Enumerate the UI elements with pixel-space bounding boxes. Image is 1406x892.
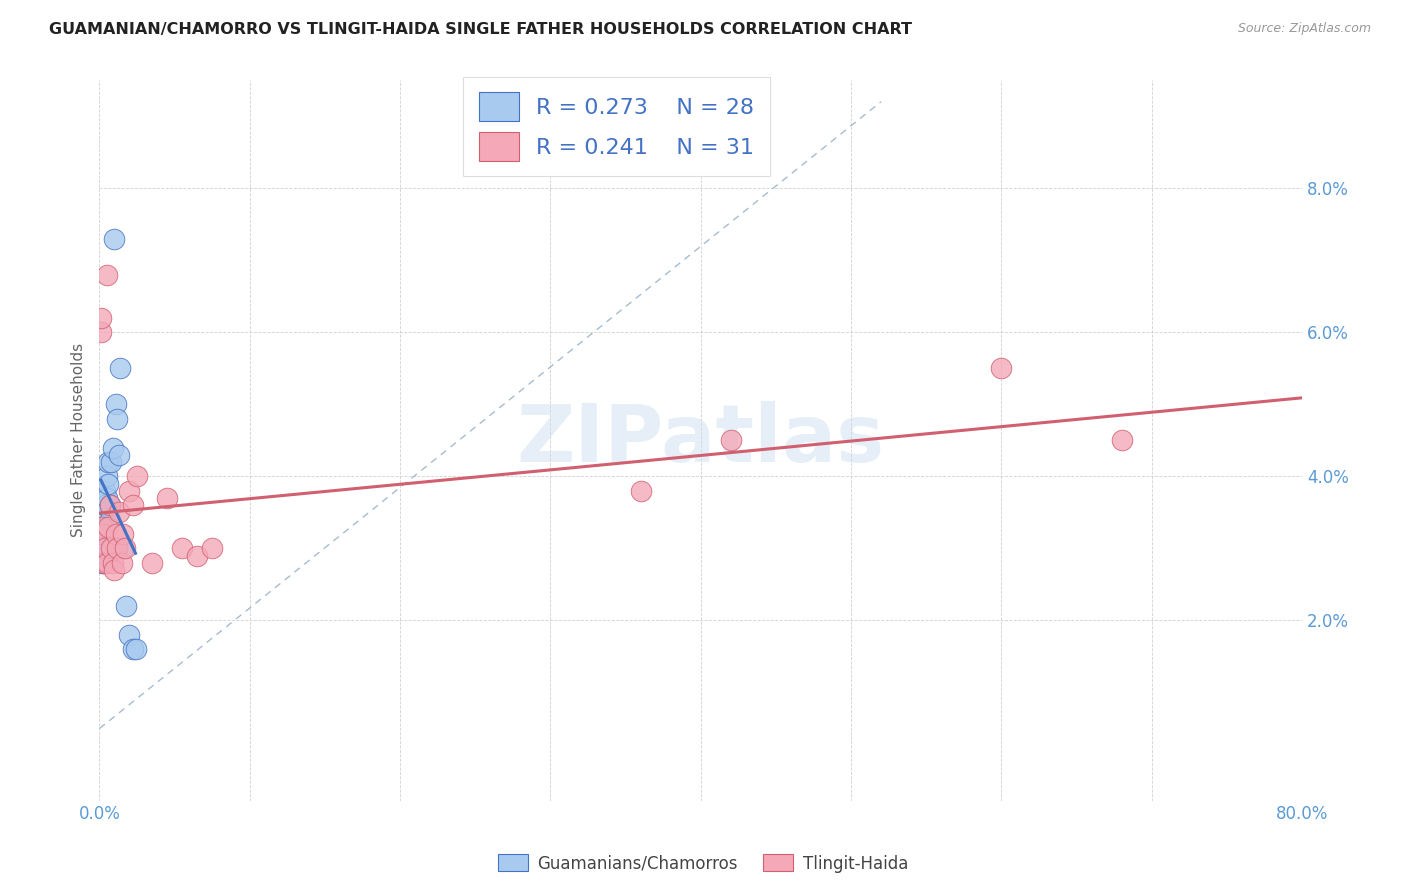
- Point: [112, 541, 135, 556]
- Text: GUAMANIAN/CHAMORRO VS TLINGIT-HAIDA SINGLE FATHER HOUSEHOLDS CORRELATION CHART: GUAMANIAN/CHAMORRO VS TLINGIT-HAIDA SING…: [49, 22, 912, 37]
- Point: [104, 527, 127, 541]
- Point: [94, 498, 117, 512]
- Point: [91, 556, 114, 570]
- Point: [96, 491, 118, 505]
- Point: [118, 628, 141, 642]
- Point: [101, 441, 124, 455]
- Point: [124, 642, 146, 657]
- Point: [91, 520, 114, 534]
- Point: [93, 556, 115, 570]
- Point: [100, 541, 122, 556]
- Legend: Guamanians/Chamorros, Tlingit-Haida: Guamanians/Chamorros, Tlingit-Haida: [491, 847, 915, 880]
- Point: [1111, 434, 1133, 448]
- Point: [93, 527, 115, 541]
- Point: [90, 541, 112, 556]
- Point: [93, 505, 115, 519]
- Point: [156, 491, 179, 505]
- Point: [90, 310, 112, 325]
- Point: [990, 361, 1012, 376]
- Legend: R = 0.273    N = 28, R = 0.241    N = 31: R = 0.273 N = 28, R = 0.241 N = 31: [463, 77, 770, 176]
- Point: [115, 599, 138, 613]
- Text: Source: ZipAtlas.com: Source: ZipAtlas.com: [1237, 22, 1371, 36]
- Point: [94, 541, 117, 556]
- Point: [100, 455, 122, 469]
- Point: [172, 541, 194, 556]
- Point: [96, 268, 118, 282]
- Point: [110, 361, 132, 376]
- Point: [112, 527, 135, 541]
- Y-axis label: Single Father Households: Single Father Households: [72, 343, 86, 537]
- Point: [97, 455, 120, 469]
- Point: [125, 469, 148, 483]
- Point: [108, 505, 131, 519]
- Text: ZIPatlas: ZIPatlas: [516, 401, 884, 479]
- Point: [93, 556, 115, 570]
- Point: [93, 520, 115, 534]
- Point: [103, 231, 125, 245]
- Point: [90, 520, 112, 534]
- Point: [118, 483, 141, 498]
- Point: [103, 563, 125, 577]
- Point: [720, 434, 742, 448]
- Point: [94, 483, 117, 498]
- Point: [96, 556, 118, 570]
- Point: [91, 505, 114, 519]
- Point: [97, 520, 120, 534]
- Point: [114, 541, 136, 556]
- Point: [186, 549, 208, 563]
- Point: [121, 642, 143, 657]
- Point: [141, 556, 163, 570]
- Point: [121, 498, 143, 512]
- Point: [90, 325, 112, 339]
- Point: [98, 498, 121, 512]
- Point: [630, 483, 652, 498]
- Point: [107, 541, 129, 556]
- Point: [201, 541, 224, 556]
- Point: [111, 556, 134, 570]
- Point: [104, 397, 127, 411]
- Point: [97, 476, 120, 491]
- Point: [98, 498, 121, 512]
- Point: [98, 513, 121, 527]
- Point: [101, 556, 124, 570]
- Point: [108, 448, 131, 462]
- Point: [107, 411, 129, 425]
- Point: [96, 469, 118, 483]
- Point: [91, 527, 114, 541]
